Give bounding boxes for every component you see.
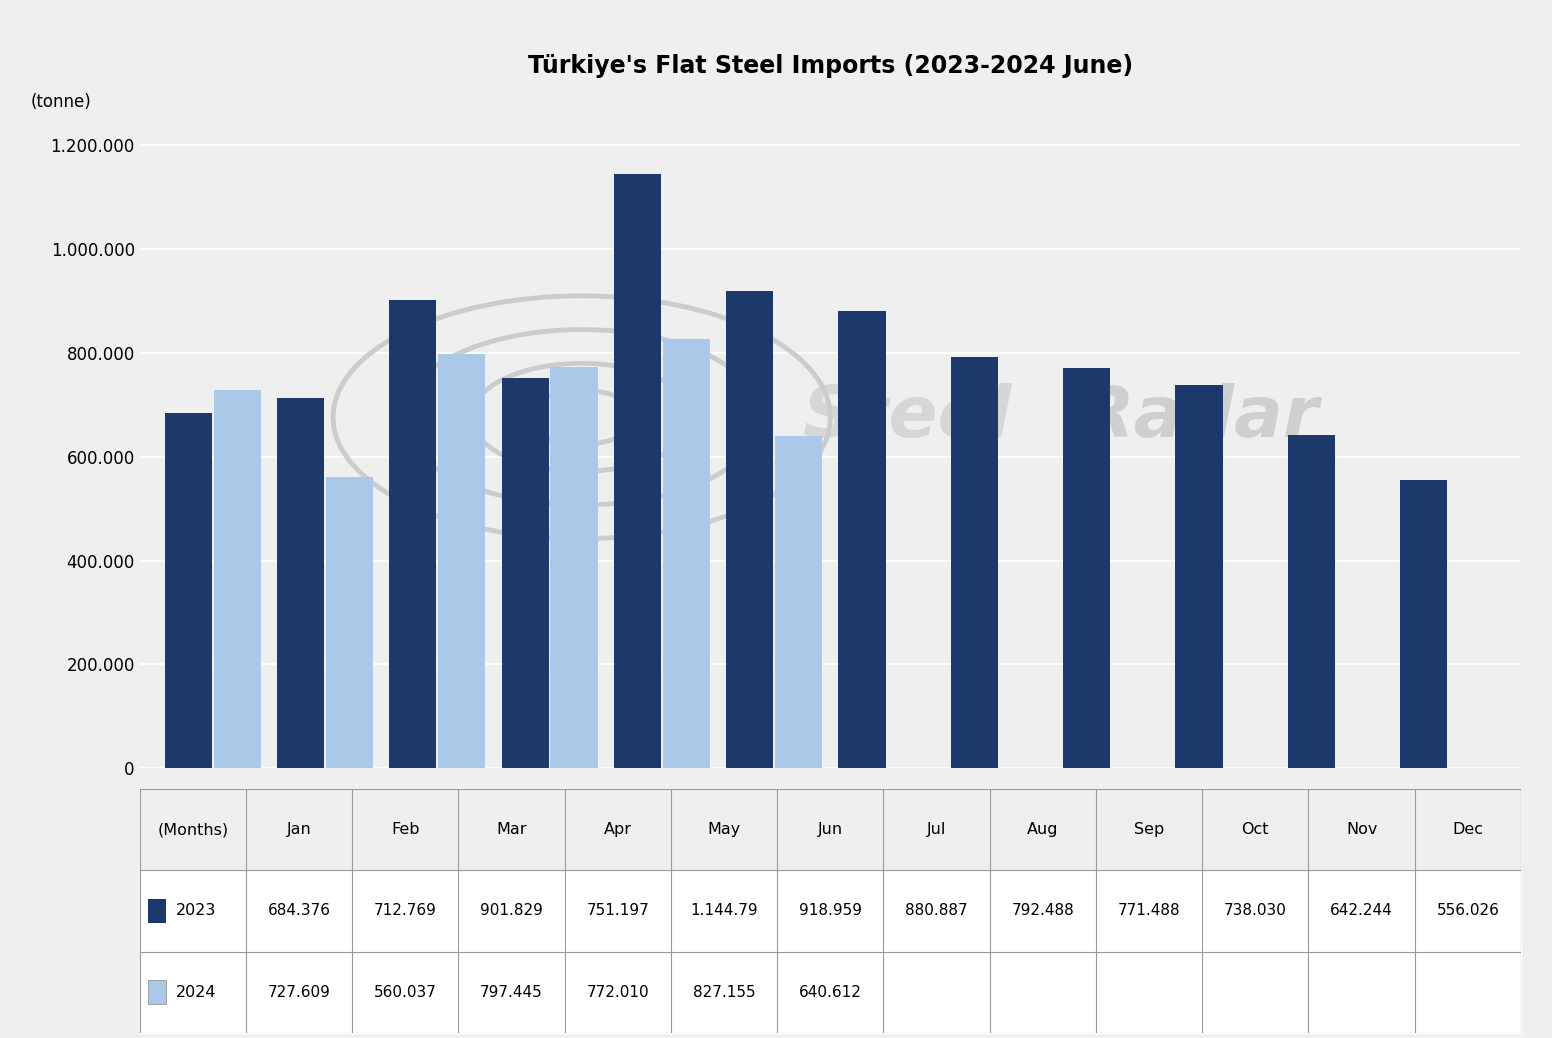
Text: Dec: Dec [1453, 822, 1484, 837]
Text: 1.144.79: 1.144.79 [691, 903, 757, 919]
Bar [1175, 385, 1223, 768]
Text: Steel: Steel [802, 383, 1012, 452]
Text: 712.769: 712.769 [374, 903, 436, 919]
Text: 2024: 2024 [177, 985, 217, 1000]
Text: 901.829: 901.829 [480, 903, 543, 919]
Text: 918.959: 918.959 [799, 903, 861, 919]
Text: Aug: Aug [1027, 822, 1058, 837]
Bar [276, 399, 324, 768]
Text: 642.244: 642.244 [1330, 903, 1394, 919]
Text: Feb: Feb [391, 822, 419, 837]
Bar [1400, 480, 1446, 768]
Bar [1063, 367, 1110, 768]
Text: 827.155: 827.155 [692, 985, 756, 1000]
Bar [838, 311, 886, 768]
Text: Nov: Nov [1346, 822, 1377, 837]
Bar [165, 413, 211, 768]
Bar [501, 378, 549, 768]
FancyBboxPatch shape [147, 980, 166, 1005]
Text: 771.488: 771.488 [1117, 903, 1181, 919]
Text: 738.030: 738.030 [1225, 903, 1287, 919]
Text: May: May [708, 822, 740, 837]
Text: 684.376: 684.376 [267, 903, 331, 919]
FancyBboxPatch shape [147, 899, 166, 923]
Text: 727.609: 727.609 [267, 985, 331, 1000]
Bar [214, 390, 261, 768]
Text: 772.010: 772.010 [587, 985, 649, 1000]
Text: Jul: Jul [927, 822, 947, 837]
Text: 640.612: 640.612 [799, 985, 861, 1000]
Text: Jun: Jun [818, 822, 843, 837]
Text: 560.037: 560.037 [374, 985, 436, 1000]
Bar [390, 300, 436, 768]
Text: (tonne): (tonne) [31, 93, 92, 111]
Bar [551, 367, 598, 768]
Text: 792.488: 792.488 [1012, 903, 1074, 919]
Bar [1288, 435, 1335, 768]
Text: Apr: Apr [604, 822, 632, 837]
Text: 2023: 2023 [177, 903, 217, 919]
Text: Sep: Sep [1135, 822, 1164, 837]
Text: Mar: Mar [497, 822, 526, 837]
Bar [726, 292, 773, 768]
Bar [326, 477, 372, 768]
Bar [951, 357, 998, 768]
Text: (Months): (Months) [157, 822, 228, 837]
Bar [615, 174, 661, 768]
Text: Jan: Jan [287, 822, 312, 837]
Text: Oct: Oct [1242, 822, 1270, 837]
Text: Radar: Radar [1079, 383, 1319, 452]
Bar [438, 354, 486, 768]
Text: 751.197: 751.197 [587, 903, 649, 919]
Bar [774, 436, 823, 768]
Text: 556.026: 556.026 [1437, 903, 1499, 919]
Bar [663, 338, 709, 768]
Title: Türkiye's Flat Steel Imports (2023-2024 June): Türkiye's Flat Steel Imports (2023-2024 … [528, 54, 1133, 78]
Text: 797.445: 797.445 [480, 985, 543, 1000]
Text: 880.887: 880.887 [905, 903, 968, 919]
